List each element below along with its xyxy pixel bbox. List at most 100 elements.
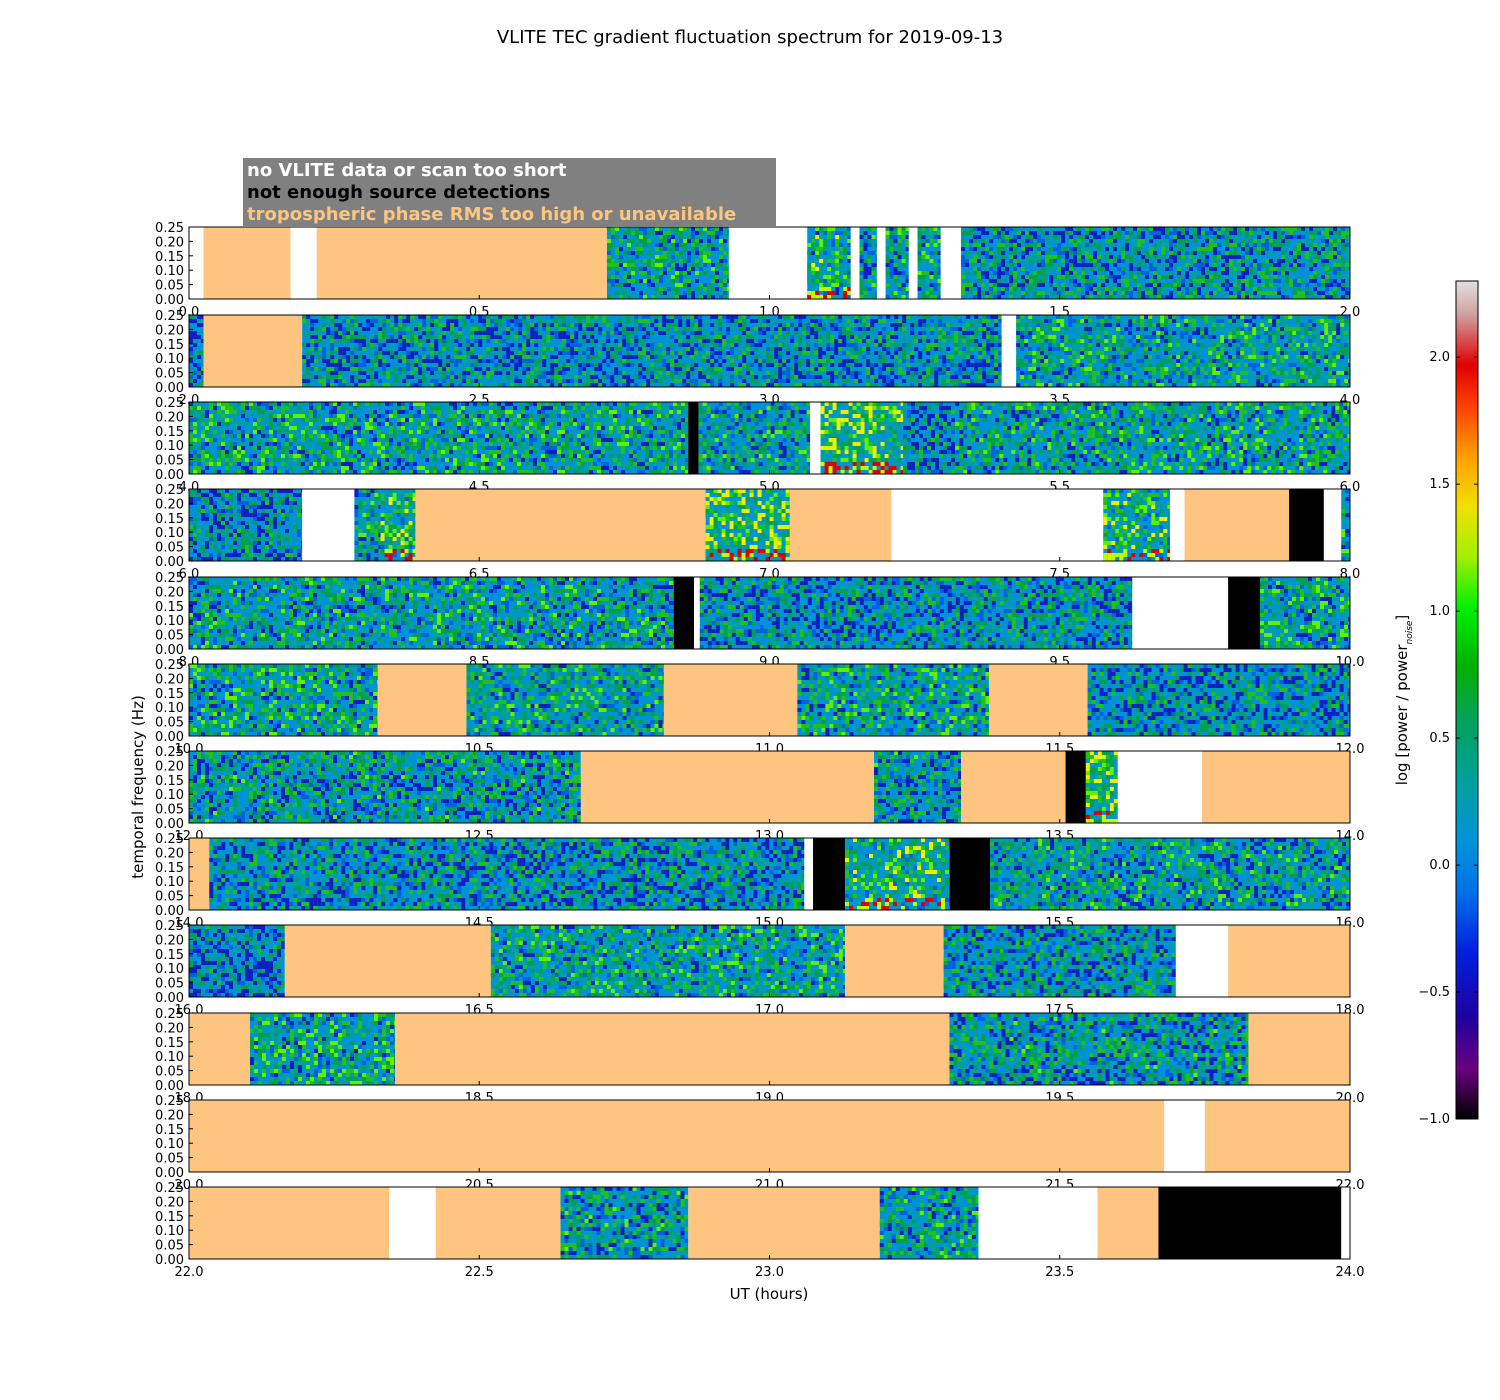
segment-nodetect [813, 838, 845, 910]
spectrum-segment [879, 1187, 979, 1259]
y-tick-label: 0.20 [155, 323, 184, 338]
segment-nodata [876, 227, 886, 299]
y-tick-label: 0.15 [155, 1210, 184, 1225]
panels: 0.000.050.100.150.200.250.0 0.5 1.0 1.5 2.00… [155, 221, 1364, 1280]
spectrum-segment [249, 1013, 396, 1085]
y-tick-label: 0.05 [155, 541, 184, 556]
segment-nodata [891, 489, 1104, 561]
spectrum-segment [606, 227, 729, 299]
spectrum-segment [1085, 751, 1118, 823]
segment-nodata [728, 227, 808, 299]
segment-nodata [189, 227, 204, 299]
segment-trop [316, 227, 607, 299]
x-tick-label: 22.0 [175, 1265, 204, 1280]
y-tick-label: 0.20 [155, 235, 184, 250]
x-tick-label: 24.0 [1336, 1265, 1365, 1280]
y-tick-label: 0.00 [155, 643, 184, 658]
x-tick-label: 23.0 [755, 1265, 784, 1280]
segment-trop [189, 1187, 390, 1259]
spectrum-segment [885, 227, 909, 299]
y-tick-label: 0.15 [155, 512, 184, 527]
y-tick-label: 0.15 [155, 1123, 184, 1138]
segment-trop [844, 925, 944, 997]
segment-nodetect [1158, 1187, 1342, 1259]
y-tick-label: 0.05 [155, 1239, 184, 1254]
spectrum-segment [705, 489, 790, 561]
colorbar-tick-label: 2.0 [1429, 350, 1450, 365]
segment-trop [189, 1013, 250, 1085]
segment-nodetect [1065, 751, 1086, 823]
segment-trop [961, 751, 1066, 823]
spectrum-segment [354, 489, 381, 561]
legend-entry-nodata: no VLITE data or scan too short [247, 160, 567, 181]
segment-trop [395, 1013, 950, 1085]
y-tick-label: 0.05 [155, 454, 184, 469]
y-tick-label: 0.00 [155, 991, 184, 1006]
y-tick-label: 0.25 [155, 1007, 184, 1022]
y-tick-label: 0.10 [155, 526, 184, 541]
colorbar-label: log [power / powernoise] [1393, 615, 1415, 786]
y-tick-label: 0.25 [155, 396, 184, 411]
y-tick-label: 0.05 [155, 279, 184, 294]
spectrum-segment [189, 751, 581, 823]
panel-1: 0.000.050.100.150.200.252.0 2.5 3.0 3.5 4.0 [155, 309, 1360, 408]
spectrum-segment [189, 489, 303, 561]
panel-11: 0.000.050.100.150.200.25 22.0 22.5 23.0 23.5… [155, 1181, 1364, 1280]
legend: no VLITE data or scan too short not enou… [243, 158, 776, 226]
y-tick-label: 0.20 [155, 759, 184, 774]
y-tick-label: 0.15 [155, 250, 184, 265]
spectrum-segment [302, 315, 1002, 387]
spectrum-segment [1103, 489, 1171, 561]
segment-nodata [1170, 489, 1185, 561]
segment-trop [663, 664, 798, 736]
spectrum-segment [490, 925, 845, 997]
colorbar-tick-label: −0.5 [1418, 985, 1450, 1000]
spectrum-segment [807, 227, 851, 299]
segment-trop [1204, 1100, 1350, 1172]
y-tick-label: 0.10 [155, 439, 184, 454]
segment-trop [435, 1187, 561, 1259]
spectrum-segment [797, 664, 989, 736]
y-tick-label: 0.10 [155, 264, 184, 279]
segment-trop [1228, 925, 1350, 997]
y-tick-label: 0.10 [155, 614, 184, 629]
spectrum-segment [949, 1013, 1249, 1085]
segment-trop [988, 664, 1088, 736]
segment-trop [1248, 1013, 1350, 1085]
y-tick-label: 0.10 [155, 1224, 184, 1239]
colorbar-tick-label: 1.0 [1429, 604, 1450, 619]
colorbar-tick-label: 0.0 [1429, 858, 1450, 873]
y-tick-label: 0.00 [155, 730, 184, 745]
spectrum-segment [466, 664, 664, 736]
x-axis-label: UT (hours) [730, 1285, 809, 1303]
segment-nodetect [1289, 489, 1324, 561]
y-tick-label: 0.20 [155, 1108, 184, 1123]
spectrum-segment [961, 227, 1350, 299]
chart-title: VLITE TEC gradient fluctuation spectrum … [497, 27, 1003, 48]
segment-nodata [1175, 925, 1229, 997]
panel-2: 0.000.050.100.150.200.254.0 4.5 5.0 5.5 6.0 [155, 396, 1360, 495]
segment-trop [1201, 751, 1350, 823]
segment-trop [189, 838, 210, 910]
colorbar-tick-label: 1.5 [1429, 477, 1450, 492]
spectrum-segment [699, 577, 1133, 649]
y-tick-label: 0.00 [155, 904, 184, 919]
y-tick-label: 0.10 [155, 875, 184, 890]
segment-nodetect [949, 838, 991, 910]
spectrum-segment [189, 664, 378, 736]
segment-trop [203, 315, 303, 387]
y-tick-label: 0.00 [155, 1166, 184, 1181]
y-tick-label: 0.00 [155, 555, 184, 570]
x-tick-label: 23.5 [1045, 1265, 1074, 1280]
y-tick-label: 0.05 [155, 367, 184, 382]
y-tick-label: 0.15 [155, 687, 184, 702]
panel-3: 0.000.050.100.150.200.256.0 6.5 7.0 7.5 8.0 [155, 483, 1360, 582]
spectrum-segment [903, 402, 956, 474]
y-tick-label: 0.15 [155, 1036, 184, 1051]
y-tick-label: 0.00 [155, 293, 184, 308]
